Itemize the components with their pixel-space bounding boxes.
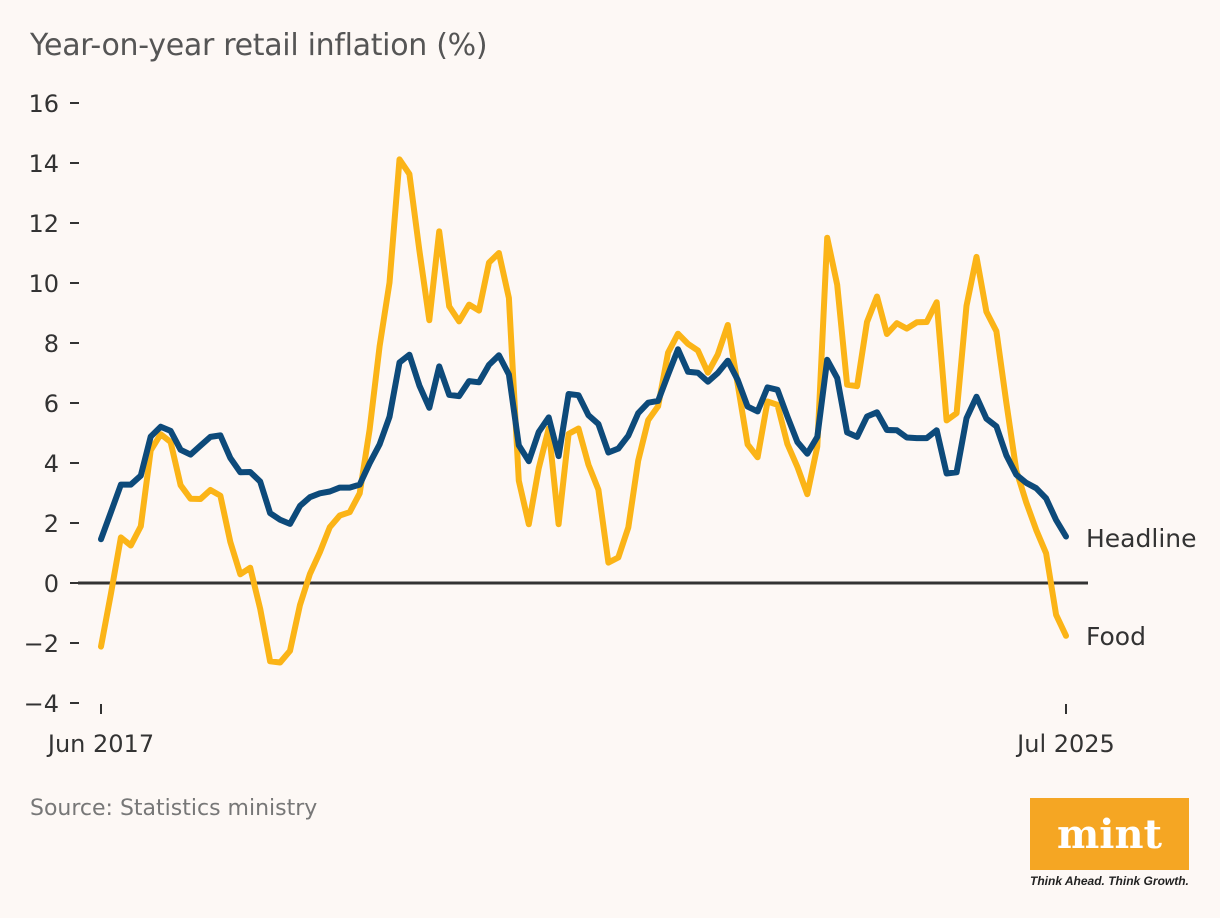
y-tick-label: 8 — [44, 330, 59, 358]
series-labels: Headline Food — [1086, 524, 1197, 651]
source-note: Source: Statistics ministry — [30, 796, 318, 821]
y-tick-label: 12 — [28, 210, 59, 238]
y-tick-label: 10 — [28, 270, 59, 298]
chart-title: Year-on-year retail inflation (%) — [30, 28, 488, 63]
series-line-headline — [98, 346, 1069, 543]
y-tick-label: 16 — [28, 90, 59, 118]
y-tick-label: −2 — [24, 630, 59, 658]
y-tick-label: 0 — [44, 570, 59, 598]
y-axis: −4 −2 0 2 4 6 8 10 12 14 16 — [24, 90, 79, 718]
logo-tagline: Think Ahead. Think Growth. — [1030, 874, 1189, 888]
logo-wordmark: mint — [1056, 810, 1163, 858]
y-tick-label: 2 — [44, 510, 59, 538]
mint-logo: mint — [1030, 798, 1189, 870]
x-axis: Jun 2017 Jul 2025 — [46, 704, 1115, 758]
series-label-food: Food — [1086, 622, 1146, 651]
y-tick-label: 14 — [28, 150, 59, 178]
y-tick-label: 6 — [44, 390, 59, 418]
y-tick-label: −4 — [24, 690, 59, 718]
series-lines — [98, 156, 1069, 666]
y-tick-label: 4 — [44, 450, 59, 478]
series-line-food — [98, 156, 1069, 666]
series-label-headline: Headline — [1086, 524, 1197, 553]
x-tick-label: Jun 2017 — [46, 730, 154, 758]
x-tick-label: Jul 2025 — [1015, 730, 1115, 758]
